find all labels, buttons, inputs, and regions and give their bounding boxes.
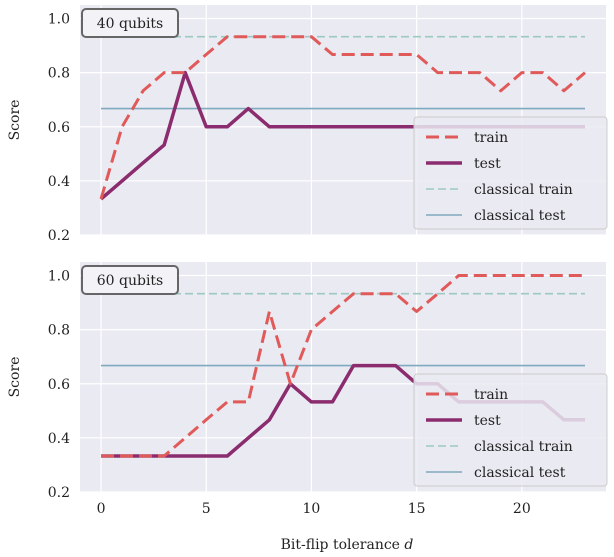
y-tick-label: 0.4 xyxy=(48,174,70,190)
series-line-train xyxy=(101,274,585,458)
legend-label-classical-test: classical test xyxy=(474,208,566,224)
y-tick-label: 0.6 xyxy=(48,377,70,393)
y-tick-label: 1.0 xyxy=(48,12,70,28)
legend-box xyxy=(413,373,608,487)
chart-panel-2: 0.2 0.4 0.6 0.8 1.0 0 5 10 15 20 Score 60 qubits tra… xyxy=(7,262,608,517)
y-tick-label: 0.6 xyxy=(48,120,70,136)
legend-label-test: test xyxy=(474,413,501,429)
x-tick-label: 15 xyxy=(408,501,426,517)
y-tick-label: 0.2 xyxy=(48,485,70,501)
y-tick-label: 0.4 xyxy=(48,431,70,447)
panel-label-text: 60 qubits xyxy=(97,273,164,289)
panel-label-text: 40 qubits xyxy=(97,16,164,32)
legend: train test classical train classical test xyxy=(413,373,608,487)
panel-label-box xyxy=(81,265,179,295)
x-tick-label: 20 xyxy=(513,501,531,517)
y-tick-label: 0.8 xyxy=(48,323,70,339)
legend: train test classical train classical test xyxy=(413,116,608,230)
x-tick-label: 0 xyxy=(97,501,106,517)
chart-panel-1: 0.2 0.4 0.6 0.8 1.0 Score 40 qubits train test cl… xyxy=(7,5,608,244)
x-tick-label: 5 xyxy=(202,501,211,517)
y-axis-label: Score xyxy=(7,100,23,141)
legend-label-classical-train: classical train xyxy=(474,182,573,198)
legend-box xyxy=(413,116,608,230)
legend-label-train: train xyxy=(474,387,508,403)
panel-label: 60 qubits xyxy=(81,265,179,295)
legend-label-classical-test: classical test xyxy=(474,465,566,481)
y-tick-label: 0.2 xyxy=(48,228,70,244)
x-tick-label: 10 xyxy=(303,501,321,517)
y-tick-label: 0.8 xyxy=(48,66,70,82)
y-tick-label: 1.0 xyxy=(48,269,70,285)
y-axis-label: Score xyxy=(7,357,23,398)
legend-label-classical-train: classical train xyxy=(474,439,573,455)
series-line-train xyxy=(99,35,586,200)
x-axis-label: Bit-flip tolerance d xyxy=(281,537,414,553)
legend-label-train: train xyxy=(474,130,508,146)
panel-label: 40 qubits xyxy=(81,8,179,38)
panel-label-box xyxy=(81,8,179,38)
legend-label-test: test xyxy=(474,156,501,172)
